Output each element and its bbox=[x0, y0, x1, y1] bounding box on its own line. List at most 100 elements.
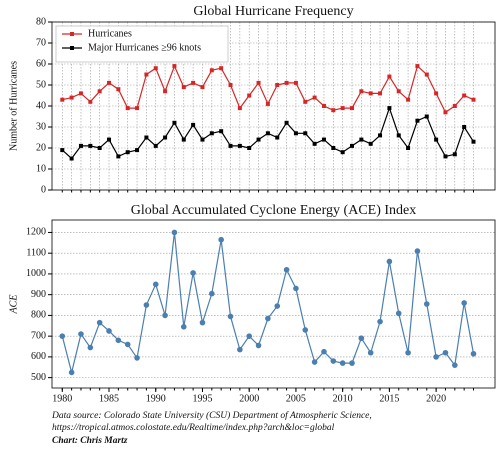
point bbox=[423, 301, 430, 307]
point bbox=[340, 150, 345, 155]
point bbox=[386, 258, 393, 265]
point bbox=[284, 120, 289, 125]
point bbox=[359, 137, 364, 142]
point bbox=[368, 141, 373, 146]
y-tick-label: 10 bbox=[36, 163, 46, 174]
x-tick-label: 1985 bbox=[99, 393, 119, 404]
point bbox=[247, 93, 252, 98]
point bbox=[265, 131, 270, 136]
point bbox=[434, 91, 439, 96]
point bbox=[209, 68, 214, 73]
point bbox=[97, 146, 102, 150]
point bbox=[116, 154, 121, 159]
point bbox=[106, 328, 112, 334]
point bbox=[163, 89, 168, 94]
point bbox=[246, 333, 253, 339]
point bbox=[471, 139, 476, 144]
point bbox=[191, 122, 196, 127]
point bbox=[367, 349, 374, 356]
point bbox=[218, 236, 224, 243]
point bbox=[237, 143, 242, 148]
y-tick-label: 60 bbox=[36, 58, 46, 69]
point bbox=[462, 125, 467, 129]
point bbox=[378, 133, 383, 138]
point bbox=[443, 110, 448, 115]
point bbox=[303, 131, 308, 136]
y-tick-label: 40 bbox=[36, 100, 46, 111]
point bbox=[228, 143, 233, 148]
point bbox=[424, 72, 429, 77]
point bbox=[303, 99, 308, 104]
point bbox=[471, 97, 476, 102]
point bbox=[452, 104, 457, 108]
point bbox=[442, 349, 449, 356]
chart-title: Global Hurricane Frequency bbox=[193, 4, 353, 19]
point bbox=[153, 66, 158, 71]
point bbox=[172, 120, 177, 125]
legend-box bbox=[55, 25, 229, 63]
point bbox=[406, 146, 411, 150]
point bbox=[152, 281, 159, 288]
point bbox=[124, 341, 131, 348]
x-tick-label: 2015 bbox=[379, 393, 399, 404]
point bbox=[181, 137, 186, 142]
series-line bbox=[61, 232, 475, 373]
point bbox=[275, 83, 280, 87]
point bbox=[209, 131, 214, 136]
point bbox=[350, 143, 355, 148]
point bbox=[228, 83, 233, 87]
point bbox=[135, 148, 140, 153]
point bbox=[144, 135, 149, 140]
point bbox=[144, 72, 149, 77]
point bbox=[339, 360, 346, 366]
y-tick-label: 20 bbox=[36, 142, 46, 153]
point bbox=[237, 106, 242, 111]
point bbox=[69, 95, 74, 100]
y-tick-label: 600 bbox=[31, 351, 46, 362]
point bbox=[265, 101, 270, 106]
point bbox=[470, 350, 477, 357]
point bbox=[134, 355, 140, 361]
point bbox=[433, 354, 439, 360]
point bbox=[406, 97, 411, 102]
x-tick-label: 2020 bbox=[426, 393, 446, 404]
plot-frame bbox=[51, 219, 496, 389]
point bbox=[199, 319, 206, 326]
point bbox=[96, 319, 103, 326]
point bbox=[387, 74, 392, 79]
point bbox=[180, 324, 187, 330]
plot-frame bbox=[51, 21, 496, 191]
point bbox=[359, 89, 364, 94]
point bbox=[284, 80, 289, 85]
point bbox=[68, 369, 75, 376]
point bbox=[293, 131, 298, 136]
legend-label: Hurricanes bbox=[88, 28, 132, 39]
y-tick-label: 700 bbox=[31, 330, 46, 341]
y-tick-label: 900 bbox=[31, 289, 46, 300]
legend-marker bbox=[70, 46, 74, 50]
x-tick-label: 1990 bbox=[146, 393, 166, 404]
point bbox=[88, 99, 93, 104]
y-tick-label: 500 bbox=[31, 372, 46, 383]
point bbox=[330, 358, 337, 364]
x-tick-label: 1995 bbox=[192, 393, 212, 404]
footer-url: https://tropical.atmos.colostate.edu/Rea… bbox=[52, 423, 335, 433]
y-tick-label: 30 bbox=[36, 121, 46, 132]
y-tick-label: 0 bbox=[41, 184, 46, 195]
x-tick-label: 2010 bbox=[333, 393, 353, 404]
point bbox=[265, 315, 271, 322]
point bbox=[59, 333, 66, 339]
point bbox=[69, 156, 74, 161]
y-tick-label: 1000 bbox=[26, 268, 46, 279]
y-tick-label: 50 bbox=[36, 79, 46, 90]
point bbox=[387, 106, 392, 111]
point bbox=[414, 248, 421, 254]
point bbox=[368, 91, 373, 96]
point bbox=[191, 80, 196, 85]
footer-source: Data source: Colorado State University (… bbox=[51, 410, 372, 421]
point bbox=[321, 104, 326, 108]
point bbox=[125, 150, 130, 155]
point bbox=[321, 348, 327, 355]
x-tick-label: 2005 bbox=[286, 393, 306, 404]
point bbox=[302, 327, 309, 333]
